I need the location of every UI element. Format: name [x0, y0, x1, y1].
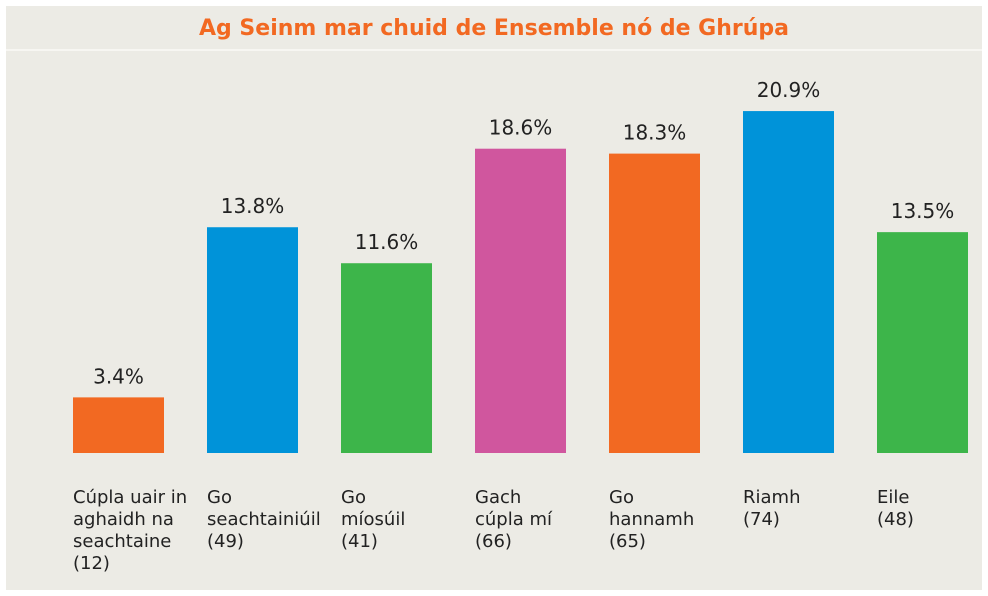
bar: [73, 397, 164, 453]
x-tick-label: Go: [341, 487, 366, 508]
bar: [609, 153, 700, 453]
x-tick-label: (66): [475, 531, 512, 552]
x-tick-label: Gach: [475, 487, 521, 508]
x-tick-label: míosúil: [341, 509, 405, 530]
x-tick-label: seachtaine: [73, 531, 171, 552]
x-tick-label: (12): [73, 553, 110, 574]
value-label: 11.6%: [355, 230, 419, 254]
x-tick-label: Eile: [877, 487, 909, 508]
x-tick-label: seachtainiúil: [207, 509, 321, 530]
x-tick-label: aghaidh na: [73, 509, 174, 530]
value-label: 18.6%: [489, 116, 553, 140]
bar: [475, 148, 566, 454]
value-label: 13.5%: [891, 199, 955, 223]
x-tick-label: cúpla mí: [475, 509, 553, 530]
chart-title: Ag Seinm mar chuid de Ensemble nó de Ghr…: [199, 16, 789, 41]
x-tick-label: (49): [207, 531, 244, 552]
value-label: 13.8%: [221, 194, 285, 218]
x-tick-label: Go: [207, 487, 232, 508]
x-tick-label: Go: [609, 487, 634, 508]
value-label: 3.4%: [93, 364, 144, 388]
x-tick-label: Riamh: [743, 487, 800, 508]
x-tick-label: hannamh: [609, 509, 694, 530]
bar: [341, 263, 432, 453]
bar: [877, 232, 968, 453]
bar: [207, 227, 298, 453]
value-label: 18.3%: [623, 121, 687, 145]
x-tick-label: Cúpla uair in: [73, 487, 187, 508]
x-tick-label: (65): [609, 531, 646, 552]
x-tick-label: (41): [341, 531, 378, 552]
value-label: 20.9%: [757, 78, 821, 102]
x-tick-label: (48): [877, 509, 914, 530]
bar: [743, 111, 834, 454]
x-tick-label: (74): [743, 509, 780, 530]
